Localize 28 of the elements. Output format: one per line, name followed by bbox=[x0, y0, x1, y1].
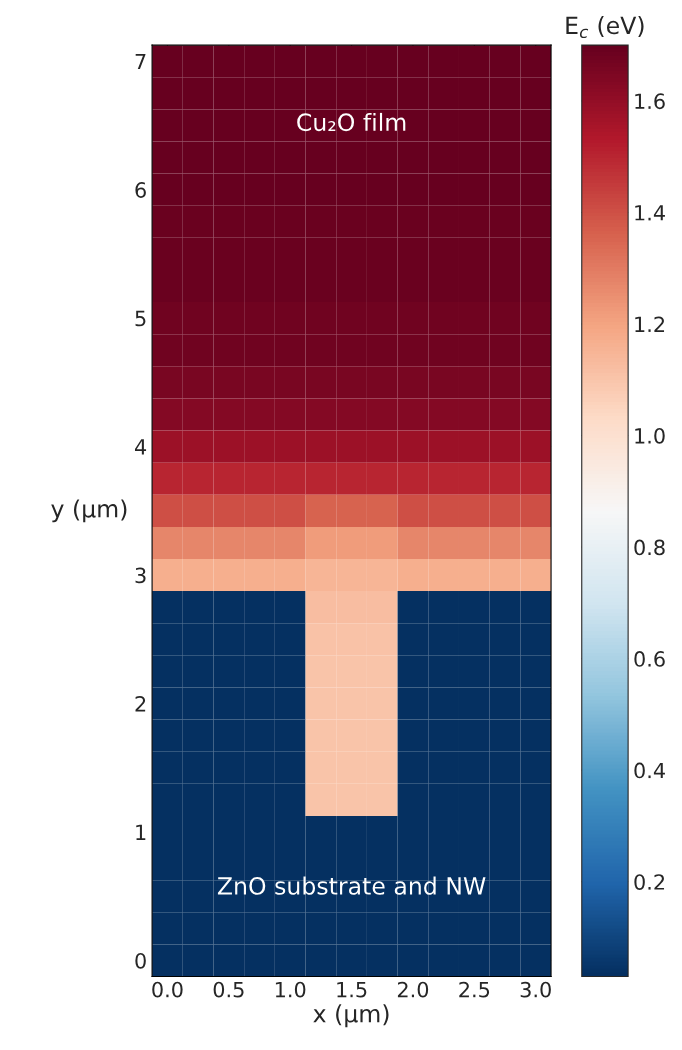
y-tick-label: 0 bbox=[135, 952, 146, 969]
color-bar-label: 0.4 bbox=[634, 762, 665, 779]
color-bar-title: E$_{c}$ (eV) bbox=[566, 16, 644, 39]
x-tick-label: 1.5 bbox=[337, 982, 367, 998]
color-bar-label: 0.6 bbox=[634, 651, 665, 667]
x-tick-label: 0.5 bbox=[213, 981, 244, 998]
y-tick-label: 2 bbox=[135, 695, 146, 712]
x-tick-label: 0.0 bbox=[152, 981, 183, 998]
x-tick-label: 2.5 bbox=[459, 981, 490, 998]
color-bar-label: 1.0 bbox=[635, 427, 665, 444]
color-bar-label: 1.4 bbox=[635, 205, 665, 221]
x-tick-label: 2.0 bbox=[397, 981, 429, 998]
y-tick-label: 6 bbox=[135, 182, 146, 198]
color-bar-label: 1.2 bbox=[635, 316, 665, 332]
annotation: ZnO substrate and NW bbox=[217, 876, 486, 895]
x-axis-title: x (µm) bbox=[313, 1004, 389, 1028]
x-tick-label: 1.0 bbox=[275, 981, 306, 998]
y-tick-label: 1 bbox=[136, 824, 146, 840]
y-axis-title: y (µm) bbox=[51, 499, 127, 523]
color-bar-label: 1.6 bbox=[635, 93, 665, 110]
y-tick-label: 7 bbox=[135, 53, 146, 70]
x-tick-label: 3.0 bbox=[520, 981, 551, 998]
y-tick-label: 5 bbox=[135, 310, 146, 327]
y-tick-label: 4 bbox=[134, 439, 147, 455]
color-bar-label: 0.2 bbox=[634, 874, 665, 890]
color-bar-label: 0.8 bbox=[634, 539, 665, 556]
annotation: Cu₂O film bbox=[297, 112, 406, 132]
y-tick-label: 3 bbox=[135, 567, 146, 584]
